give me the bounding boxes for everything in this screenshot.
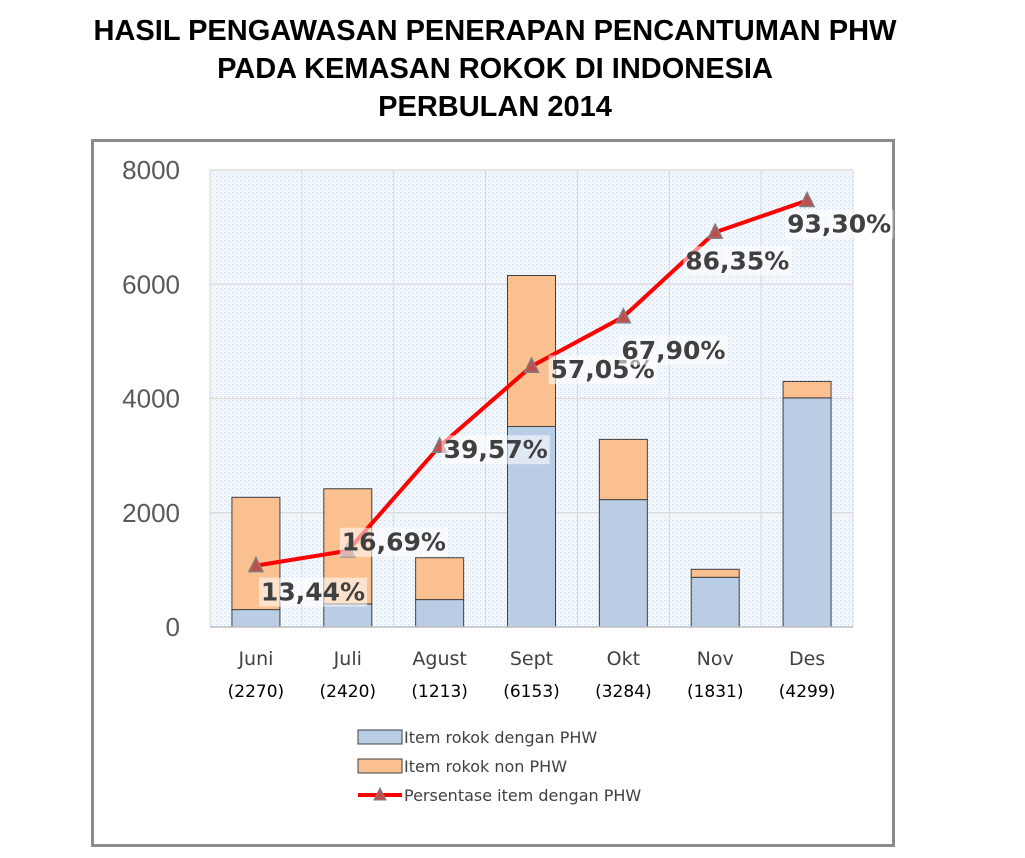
bar-phw <box>690 576 740 628</box>
x-count-label: (6153) <box>503 682 560 702</box>
data-label-bg <box>683 246 792 276</box>
x-count-label: (1831) <box>687 682 744 702</box>
title-line-1: HASIL PENGAWASAN PENERAPAN PENCANTUMAN P… <box>93 15 897 47</box>
line-marker <box>615 307 632 324</box>
data-label: 13,44% <box>261 578 365 607</box>
y-tick-label: 6000 <box>122 269 180 299</box>
bar-phw <box>323 603 373 628</box>
x-axis: Juni (2270) Juli (2420) Agust (1213) Sept (6153… <box>210 626 853 702</box>
x-tick-label: Juli <box>333 648 362 670</box>
legend-label-percent: Persentase item dengan PHW <box>404 786 641 805</box>
data-label-bg <box>258 577 368 607</box>
chart-title: HASIL PENGAWASAN PENERAPAN PENCANTUMAN P… <box>0 12 990 126</box>
data-label: 39,57% <box>444 435 548 464</box>
line-marker <box>798 190 816 208</box>
x-count-label: (2420) <box>320 682 377 702</box>
data-label: 93,30% <box>787 210 891 239</box>
bar-phw <box>598 499 648 628</box>
y-tick-label: 0 <box>166 612 180 642</box>
x-tick-label: Des <box>789 648 825 670</box>
y-tick-label: 2000 <box>122 498 180 528</box>
data-label-bg <box>441 435 550 465</box>
bar-non-phw <box>598 438 648 501</box>
bar-phw <box>415 599 465 628</box>
legend-swatch-phw <box>357 729 403 745</box>
bar-non-phw <box>690 568 740 578</box>
data-label: 16,69% <box>342 528 446 557</box>
bar-phw <box>782 397 832 628</box>
line-marker <box>707 222 724 240</box>
legend-swatch-non-phw <box>357 758 403 774</box>
data-label-bg <box>785 209 894 239</box>
legend-label-phw: Item rokok dengan PHW <box>404 728 597 747</box>
data-labels: 13,44%16,69%39,57%57,05%67,90%86,35%93,3… <box>258 209 894 607</box>
bar-phw <box>231 609 281 628</box>
title-line-3: PERBULAN 2014 <box>378 91 612 123</box>
legend: Item rokok dengan PHW Item rokok non PHW P… <box>357 728 641 805</box>
data-label: 86,35% <box>685 246 789 275</box>
x-tick-label: Agust <box>412 648 466 670</box>
bar-non-phw <box>507 275 556 427</box>
title-line-2: PADA KEMASAN ROKOK DI INDONESIA <box>217 53 773 85</box>
y-tick-label: 8000 <box>122 155 180 185</box>
data-label: 67,90% <box>621 336 725 365</box>
bar-non-phw <box>415 557 465 601</box>
y-axis: 0 2000 4000 6000 8000 <box>122 155 180 642</box>
x-tick-label: Sept <box>510 648 553 670</box>
x-tick-label: Nov <box>697 648 734 670</box>
line-marker <box>247 555 265 573</box>
data-label-bg <box>619 335 728 365</box>
line-marker <box>523 356 540 373</box>
x-count-label: (3284) <box>595 682 652 702</box>
bar-non-phw <box>782 380 832 399</box>
y-tick-label: 4000 <box>122 384 180 414</box>
x-count-label: (4299) <box>779 682 836 702</box>
x-tick-label: Okt <box>607 648 640 670</box>
data-label-bg <box>339 527 448 557</box>
x-tick-label: Juni <box>237 648 273 670</box>
legend-label-non-phw: Item rokok non PHW <box>404 757 567 776</box>
legend-marker <box>373 786 387 801</box>
x-count-label: (2270) <box>228 682 285 702</box>
bars <box>231 275 832 628</box>
x-count-label: (1213) <box>411 682 468 702</box>
